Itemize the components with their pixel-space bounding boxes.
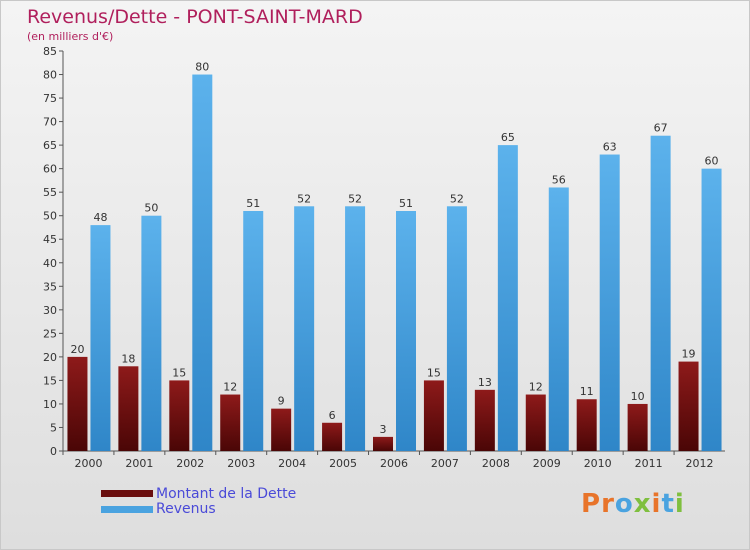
bar-revenus [701,168,722,451]
x-tick-label: 2012 [686,457,714,470]
y-tick-label: 30 [43,304,57,317]
logo-letter: o [614,489,634,519]
y-tick-label: 40 [43,257,57,270]
chart-title: Revenus/Dette - PONT-SAINT-MARD [27,6,363,28]
x-tick-label: 2009 [533,457,561,470]
y-tick-label: 5 [50,421,57,434]
data-label-revenus: 65 [501,131,515,144]
chart-subtitle: (en milliers d'€) [27,30,114,43]
proxiti-logo: Proxiti [581,489,685,519]
data-label-revenus: 56 [552,173,566,186]
x-tick-label: 2007 [431,457,459,470]
x-tick-label: 2008 [482,457,510,470]
data-label-revenus: 67 [654,122,668,135]
data-label-dette: 15 [172,366,186,379]
bar-dette [373,436,393,451]
bar-revenus [548,187,569,451]
y-tick-label: 50 [43,210,57,223]
legend-label-revenus: Revenus [156,501,216,517]
data-label-revenus: 50 [144,202,158,215]
data-label-revenus: 52 [297,192,311,205]
y-tick-label: 60 [43,163,57,176]
y-tick-label: 45 [43,233,57,246]
x-tick-label: 2003 [227,457,255,470]
data-label-dette: 20 [70,343,84,356]
bar-revenus [345,206,366,451]
y-tick-label: 70 [43,116,57,129]
bar-dette [525,394,546,451]
y-tick-label: 80 [43,69,57,82]
x-tick-label: 2001 [125,457,153,470]
data-label-revenus: 63 [603,141,617,154]
data-label-revenus: 52 [450,192,464,205]
y-tick-label: 55 [43,186,57,199]
bar-revenus [141,215,162,451]
logo-letter: i [674,489,685,519]
x-tick-label: 2005 [329,457,357,470]
data-label-dette: 6 [329,409,336,422]
bar-dette [118,366,139,451]
logo-letter: t [661,489,675,519]
data-label-revenus: 51 [246,197,260,210]
x-tick-label: 2010 [584,457,612,470]
logo-letter: x [633,489,652,519]
data-label-dette: 18 [121,352,135,365]
data-label-revenus: 60 [705,155,719,168]
data-label-revenus: 52 [348,192,362,205]
y-tick-label: 10 [43,398,57,411]
data-label-dette: 9 [278,395,285,408]
bar-revenus [599,154,620,451]
bar-dette [271,408,292,451]
data-label-dette: 10 [631,390,645,403]
y-tick-label: 15 [43,374,57,387]
bar-revenus [446,206,467,451]
bar-dette [322,422,343,451]
y-tick-label: 75 [43,92,57,105]
bar-revenus [497,145,518,451]
logo-letter: i [651,489,662,519]
y-tick-label: 25 [43,327,57,340]
x-tick-label: 2011 [635,457,663,470]
bar-dette [576,399,597,451]
bar-revenus [294,206,315,451]
data-label-dette: 12 [529,381,543,394]
bar-dette [678,361,699,451]
data-label-revenus: 51 [399,197,413,210]
x-tick-label: 2002 [176,457,204,470]
x-tick-label: 2000 [74,457,102,470]
legend-swatch-revenus [101,506,153,513]
data-label-revenus: 48 [93,211,107,224]
data-label-dette: 19 [682,348,696,361]
bar-dette [423,380,444,451]
bar-dette [474,389,495,451]
bar-revenus [192,74,213,451]
bar-dette [169,380,190,451]
bar-dette [627,403,648,451]
bar-dette [220,394,241,451]
y-tick-label: 0 [50,445,57,458]
bar-revenus [396,211,416,451]
y-tick-label: 20 [43,351,57,364]
bar-revenus [650,135,671,452]
logo-letter: P [581,489,602,519]
data-label-dette: 15 [427,366,441,379]
y-tick-label: 85 [43,45,57,58]
bar-revenus [90,225,111,451]
bar-dette [67,356,88,451]
data-label-dette: 11 [580,385,594,398]
y-tick-label: 35 [43,280,57,293]
data-label-dette: 12 [223,381,237,394]
legend-swatch-dette [101,490,153,497]
data-label-revenus: 80 [195,61,209,74]
bar-revenus [243,211,264,451]
x-tick-label: 2004 [278,457,306,470]
data-label-dette: 13 [478,376,492,389]
logo-letter: r [601,489,615,519]
legend-label-dette: Montant de la Dette [156,486,297,502]
y-tick-label: 65 [43,139,57,152]
x-tick-label: 2006 [380,457,408,470]
data-label-dette: 3 [380,423,387,436]
